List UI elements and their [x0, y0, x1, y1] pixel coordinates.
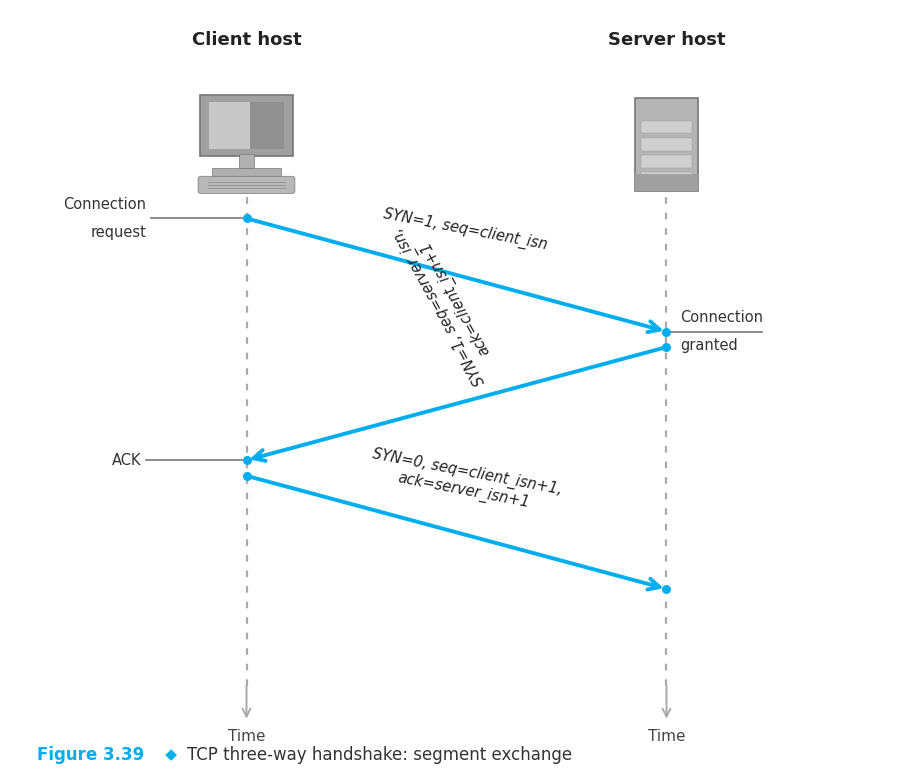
Text: Connection: Connection	[63, 197, 146, 212]
FancyBboxPatch shape	[208, 102, 250, 149]
Point	[239, 454, 254, 466]
FancyBboxPatch shape	[635, 98, 698, 191]
Text: Figure 3.39: Figure 3.39	[37, 746, 143, 764]
FancyBboxPatch shape	[641, 155, 692, 168]
FancyBboxPatch shape	[641, 138, 692, 151]
Text: Server host: Server host	[608, 31, 725, 49]
Text: request: request	[90, 225, 146, 239]
Point	[659, 583, 674, 595]
Point	[239, 470, 254, 482]
FancyBboxPatch shape	[198, 176, 295, 193]
FancyBboxPatch shape	[212, 168, 281, 176]
Text: SYN=1, seq=client_isn: SYN=1, seq=client_isn	[383, 206, 549, 253]
FancyBboxPatch shape	[239, 154, 254, 168]
FancyBboxPatch shape	[201, 95, 292, 156]
Text: Client host: Client host	[192, 31, 301, 49]
Point	[659, 341, 674, 353]
Text: ACK: ACK	[112, 452, 142, 468]
Text: Time: Time	[647, 729, 686, 744]
Text: ◆: ◆	[160, 747, 182, 763]
Text: Connection: Connection	[680, 310, 763, 325]
FancyBboxPatch shape	[641, 121, 692, 133]
FancyBboxPatch shape	[250, 102, 285, 149]
Text: TCP three-way handshake: segment exchange: TCP three-way handshake: segment exchang…	[187, 746, 572, 764]
Point	[659, 325, 674, 338]
FancyBboxPatch shape	[635, 174, 698, 191]
Text: granted: granted	[680, 338, 738, 353]
Point	[239, 212, 254, 225]
Text: SYN=0, seq=client_isn+1,
ack=server_isn+1: SYN=0, seq=client_isn+1, ack=server_isn+…	[368, 446, 563, 516]
FancyBboxPatch shape	[641, 172, 692, 185]
Text: Time: Time	[227, 729, 266, 744]
Text: SYN=1, seq=server_isn,
ack=client_isn+1: SYN=1, seq=server_isn, ack=client_isn+1	[390, 216, 505, 388]
